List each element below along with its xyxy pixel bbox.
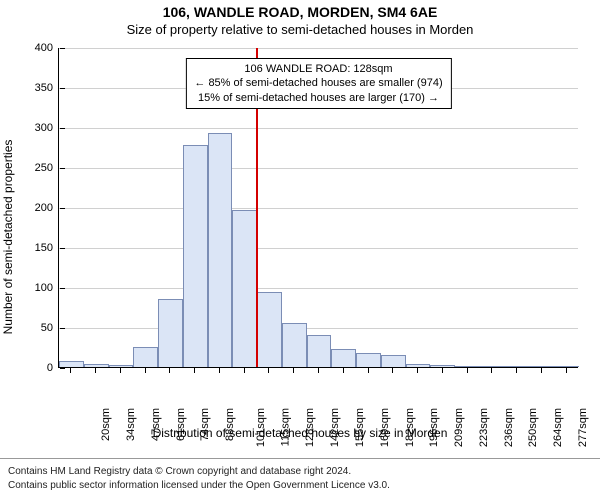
y-tick: 150 xyxy=(35,242,59,254)
x-tick-mark xyxy=(566,368,567,373)
histogram-bar xyxy=(257,292,282,367)
annotation-line-3: 15% of semi-detached houses are larger (… xyxy=(194,91,442,105)
x-tick-mark xyxy=(318,368,319,373)
chart-subtitle: Size of property relative to semi-detach… xyxy=(0,20,600,37)
x-tick-mark xyxy=(516,368,517,373)
histogram-bar xyxy=(307,335,332,367)
histogram-bar xyxy=(381,355,406,367)
histogram-bar xyxy=(455,366,480,367)
x-tick-mark xyxy=(268,368,269,373)
page-title: 106, WANDLE ROAD, MORDEN, SM4 6AE xyxy=(0,0,600,20)
x-tick-mark xyxy=(541,368,542,373)
x-axis-label: Distribution of semi-detached houses by … xyxy=(0,426,600,440)
x-ticks: 20sqm34sqm47sqm61sqm74sqm88sqm101sqm115s… xyxy=(58,372,578,432)
y-tick: 400 xyxy=(35,42,59,54)
histogram-bar xyxy=(505,366,530,367)
y-axis-label: Number of semi-detached properties xyxy=(1,140,15,335)
x-tick-mark xyxy=(368,368,369,373)
x-tick-mark xyxy=(120,368,121,373)
histogram-bar xyxy=(84,364,109,367)
reference-annotation: 106 WANDLE ROAD: 128sqm ← 85% of semi-de… xyxy=(185,58,451,109)
histogram-bar xyxy=(480,366,505,367)
footer-line-1: Contains HM Land Registry data © Crown c… xyxy=(8,465,592,479)
histogram-bar xyxy=(109,365,134,367)
annotation-line-1: 106 WANDLE ROAD: 128sqm xyxy=(194,62,442,76)
histogram-bar xyxy=(59,361,84,367)
gridline xyxy=(59,248,578,249)
histogram-bar xyxy=(554,366,579,367)
x-tick-mark xyxy=(442,368,443,373)
x-tick-mark xyxy=(70,368,71,373)
histogram-bar xyxy=(158,299,183,367)
histogram-bar xyxy=(406,364,431,367)
x-tick-mark xyxy=(343,368,344,373)
x-tick-mark xyxy=(467,368,468,373)
gridline xyxy=(59,48,578,49)
y-tick: 100 xyxy=(35,282,59,294)
y-tick: 250 xyxy=(35,162,59,174)
x-tick-mark xyxy=(293,368,294,373)
histogram-bar xyxy=(430,365,455,367)
histogram-bar xyxy=(208,133,233,367)
x-tick-mark xyxy=(417,368,418,373)
x-tick-mark xyxy=(491,368,492,373)
chart-container: 106, WANDLE ROAD, MORDEN, SM4 6AE Size o… xyxy=(0,0,600,500)
gridline xyxy=(59,168,578,169)
histogram-bar xyxy=(133,347,158,367)
histogram-bar xyxy=(529,366,554,367)
x-tick-mark xyxy=(95,368,96,373)
plot-area: 106 WANDLE ROAD: 128sqm ← 85% of semi-de… xyxy=(58,48,578,368)
chart-outer: Number of semi-detached properties 106 W… xyxy=(0,42,600,440)
attribution-footer: Contains HM Land Registry data © Crown c… xyxy=(0,458,600,500)
x-tick-mark xyxy=(392,368,393,373)
x-tick-mark xyxy=(219,368,220,373)
histogram-bar xyxy=(356,353,381,367)
y-tick: 200 xyxy=(35,202,59,214)
annotation-line-2: ← 85% of semi-detached houses are smalle… xyxy=(194,76,442,90)
x-tick-mark xyxy=(145,368,146,373)
histogram-bar xyxy=(232,210,257,367)
y-tick: 50 xyxy=(41,322,59,334)
gridline xyxy=(59,128,578,129)
histogram-bar xyxy=(282,323,307,367)
gridline xyxy=(59,208,578,209)
x-tick-mark xyxy=(244,368,245,373)
y-tick: 350 xyxy=(35,82,59,94)
x-tick-mark xyxy=(194,368,195,373)
gridline xyxy=(59,328,578,329)
gridline xyxy=(59,288,578,289)
footer-line-2: Contains public sector information licen… xyxy=(8,479,592,493)
x-tick-mark xyxy=(169,368,170,373)
histogram-bar xyxy=(331,349,356,367)
histogram-bar xyxy=(183,145,208,367)
y-tick: 300 xyxy=(35,122,59,134)
